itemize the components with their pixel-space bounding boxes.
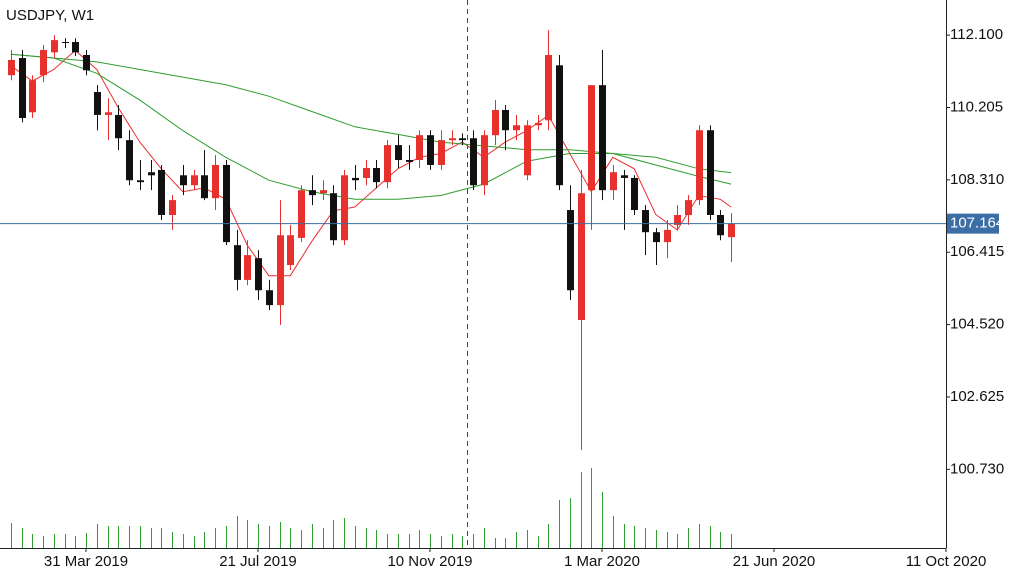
- candle-body: [169, 200, 176, 215]
- x-tick-label: 10 Nov 2019: [387, 553, 472, 570]
- current-price-box: [947, 213, 999, 234]
- candle-body: [363, 168, 370, 178]
- x-tick-label: 1 Mar 2020: [564, 553, 640, 570]
- candle-body: [406, 160, 413, 162]
- candle-body: [148, 172, 155, 176]
- candle-body: [685, 200, 692, 215]
- candle-body: [481, 135, 488, 186]
- candle-body: [631, 177, 638, 211]
- candle-body: [126, 140, 133, 181]
- candle-body: [621, 175, 628, 178]
- chart-title: USDJPY, W1: [6, 7, 94, 24]
- moving-average-line: [10, 53, 732, 200]
- y-tick-label: 108.310: [950, 171, 1004, 188]
- candle-body: [19, 58, 26, 119]
- y-tick-label: 104.520: [950, 316, 1004, 333]
- candle-body: [459, 138, 466, 141]
- candle-body: [234, 245, 241, 280]
- candle-body: [513, 125, 520, 131]
- y-tick-label: 100.730: [950, 460, 1004, 477]
- candle-body: [384, 145, 391, 183]
- candle-body: [277, 235, 284, 306]
- candle-body: [352, 177, 359, 181]
- candle-body: [502, 109, 509, 131]
- x-tick-label: 11 Oct 2020: [906, 553, 987, 570]
- candle-body: [449, 138, 456, 141]
- candle-body: [51, 40, 58, 53]
- candle-body: [320, 190, 327, 194]
- x-tick-label: 31 Mar 2019: [44, 553, 128, 570]
- candle-body: [642, 210, 649, 233]
- candle-body: [492, 109, 499, 136]
- candle-body: [470, 138, 477, 186]
- x-tick-label: 21 Jun 2020: [733, 553, 816, 570]
- candle-body: [330, 193, 337, 241]
- candle-body: [287, 235, 294, 266]
- y-tick-label: 112.100: [950, 26, 1003, 43]
- candle-body: [567, 210, 574, 291]
- candle-body: [191, 175, 198, 186]
- candle-body: [180, 175, 187, 186]
- candle-body: [244, 255, 251, 280]
- candle-body: [212, 164, 219, 199]
- candle-body: [707, 130, 714, 215]
- candle-body: [610, 172, 617, 191]
- y-tick-label: 102.625: [950, 388, 1004, 405]
- candle-body: [94, 92, 101, 115]
- candle-body: [62, 42, 69, 44]
- candle-body: [105, 112, 112, 115]
- candle-body: [664, 229, 671, 243]
- candle-body: [158, 169, 165, 215]
- moving-average-line: [10, 53, 732, 174]
- candle-body: [395, 145, 402, 161]
- candle-body: [588, 85, 595, 191]
- candle-body: [309, 190, 316, 196]
- candle-body: [298, 190, 305, 238]
- candle-body: [556, 65, 563, 186]
- candle-body: [674, 214, 681, 225]
- x-tick-label: 21 Jul 2019: [219, 553, 297, 570]
- current-price-label: 107.164: [950, 215, 1004, 232]
- y-tick-label: 110.205: [950, 98, 1003, 115]
- candle-body: [373, 168, 380, 183]
- candle-body: [427, 135, 434, 165]
- y-tick-label: 106.415: [950, 243, 1004, 260]
- candle-body: [696, 130, 703, 201]
- candle-body: [438, 140, 445, 165]
- candle-body: [728, 223, 735, 238]
- candle-body: [137, 180, 144, 183]
- candle-body: [524, 125, 531, 176]
- candle-body: [653, 232, 660, 243]
- candle-body: [717, 214, 724, 236]
- candle-body: [223, 164, 230, 243]
- candle-body: [201, 175, 208, 199]
- candle-body: [8, 59, 15, 76]
- candle-body: [545, 54, 552, 121]
- candle-body: [83, 54, 90, 71]
- candle-body: [341, 175, 348, 241]
- candle-body: [40, 50, 47, 76]
- candle-body: [255, 258, 262, 291]
- candle-body: [72, 42, 79, 53]
- candle-body: [416, 135, 423, 161]
- candle-body: [535, 122, 542, 126]
- candle-body: [599, 85, 606, 191]
- candle-body: [266, 290, 273, 306]
- candle-body: [578, 193, 585, 321]
- candle-body: [29, 80, 36, 113]
- candle-body: [115, 114, 122, 139]
